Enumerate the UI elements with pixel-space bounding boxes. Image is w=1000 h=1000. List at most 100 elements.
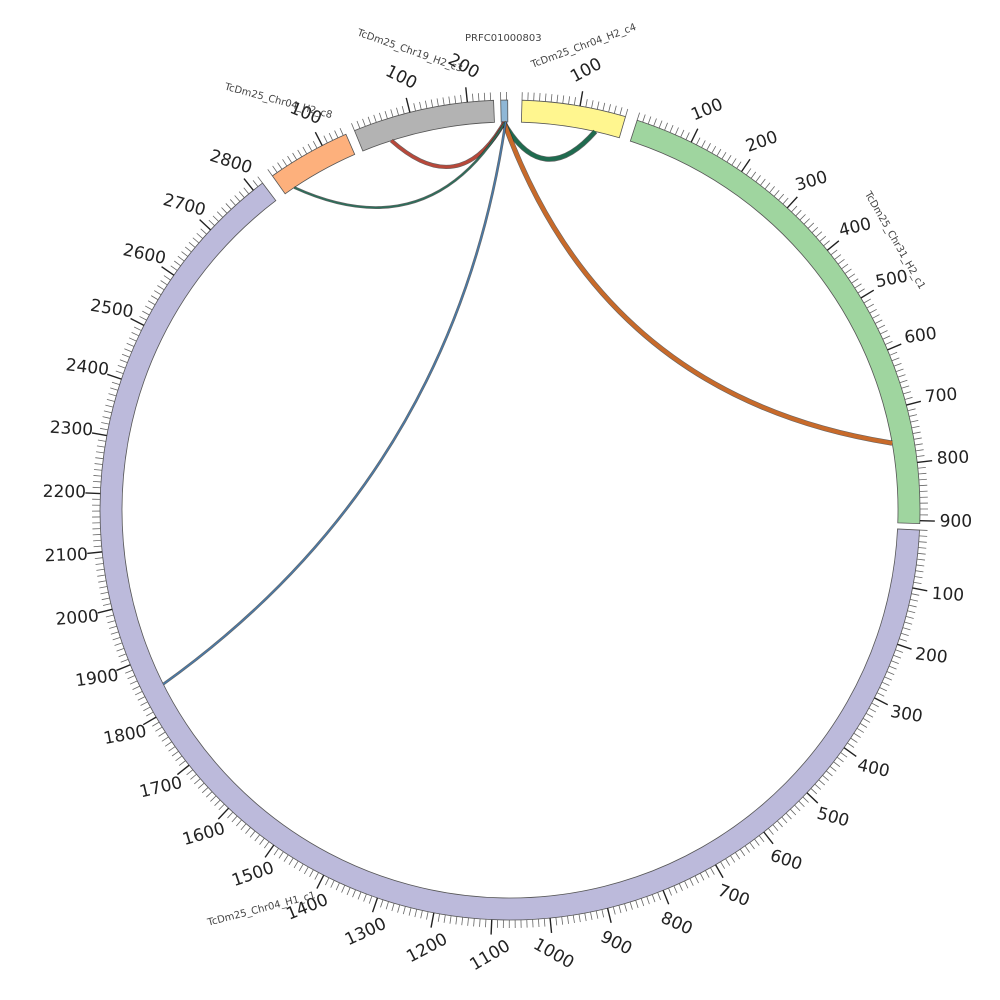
minor-tick bbox=[889, 351, 898, 356]
major-tick bbox=[405, 97, 411, 113]
minor-tick bbox=[791, 205, 798, 213]
minor-tick bbox=[834, 254, 842, 260]
minor-tick bbox=[668, 887, 672, 896]
major-tick bbox=[142, 716, 157, 726]
minor-tick bbox=[352, 889, 356, 898]
minor-tick bbox=[711, 145, 717, 154]
minor-tick bbox=[908, 604, 917, 608]
minor-tick bbox=[891, 357, 900, 362]
minor-tick bbox=[919, 535, 928, 537]
minor-tick bbox=[854, 283, 862, 289]
tick-label: 500 bbox=[815, 804, 852, 832]
minor-tick bbox=[96, 451, 105, 454]
minor-tick bbox=[225, 203, 232, 210]
minor-tick bbox=[96, 445, 105, 448]
minor-tick bbox=[158, 731, 166, 737]
minor-tick bbox=[624, 903, 628, 912]
minor-tick bbox=[837, 258, 845, 265]
minor-tick bbox=[591, 100, 594, 109]
minor-tick bbox=[249, 830, 256, 838]
minor-tick bbox=[98, 580, 107, 583]
minor-tick bbox=[212, 215, 219, 222]
minor-tick bbox=[646, 896, 650, 905]
minor-tick bbox=[918, 541, 927, 543]
minor-tick bbox=[874, 319, 883, 324]
minor-tick bbox=[227, 811, 234, 819]
tick-label: 800 bbox=[936, 448, 969, 469]
ideogram-c4 bbox=[520, 99, 627, 139]
major-tick bbox=[740, 158, 751, 173]
minor-tick bbox=[94, 557, 103, 560]
ideogram-c3 bbox=[353, 99, 495, 152]
minor-tick bbox=[297, 149, 303, 158]
major-tick bbox=[897, 643, 912, 650]
major-tick bbox=[243, 178, 254, 191]
tick-label: 300 bbox=[793, 167, 830, 195]
minor-tick bbox=[155, 726, 163, 732]
tick-label: 1000 bbox=[530, 934, 578, 973]
minor-tick bbox=[726, 155, 732, 163]
minor-tick bbox=[150, 295, 159, 301]
minor-tick bbox=[92, 480, 101, 483]
minor-tick bbox=[848, 273, 856, 279]
minor-tick bbox=[877, 324, 886, 330]
minor-tick bbox=[857, 288, 865, 294]
minor-tick bbox=[884, 340, 893, 345]
minor-tick bbox=[94, 463, 103, 465]
major-tick bbox=[371, 897, 379, 913]
major-tick bbox=[199, 219, 212, 231]
minor-tick bbox=[105, 614, 114, 618]
minor-tick bbox=[205, 791, 213, 798]
major-tick bbox=[860, 289, 875, 299]
major-tick bbox=[843, 747, 857, 757]
minor-tick bbox=[102, 416, 111, 419]
tick-label: 100 bbox=[567, 54, 605, 87]
major-tick bbox=[490, 919, 493, 935]
minor-tick bbox=[904, 621, 913, 625]
minor-tick bbox=[918, 547, 927, 549]
minor-tick bbox=[436, 98, 439, 107]
minor-tick bbox=[408, 907, 412, 916]
major-tick bbox=[826, 240, 840, 251]
minor-tick bbox=[914, 576, 923, 579]
minor-tick bbox=[819, 235, 827, 242]
minor-tick bbox=[234, 195, 241, 202]
minor-tick bbox=[862, 718, 871, 723]
minor-tick bbox=[147, 300, 156, 306]
minor-tick bbox=[351, 123, 355, 131]
minor-tick bbox=[754, 838, 760, 846]
minor-tick bbox=[254, 834, 260, 842]
minor-tick bbox=[126, 342, 135, 347]
minor-tick bbox=[121, 353, 130, 358]
minor-tick bbox=[330, 880, 335, 888]
minor-tick bbox=[736, 161, 742, 169]
minor-tick bbox=[701, 140, 706, 148]
minor-tick bbox=[880, 330, 888, 335]
minor-tick bbox=[802, 796, 809, 803]
major-tick bbox=[85, 492, 101, 495]
minor-tick bbox=[810, 788, 818, 795]
minor-tick bbox=[917, 467, 926, 469]
minor-tick bbox=[572, 915, 575, 924]
minor-tick bbox=[186, 769, 194, 776]
minor-tick bbox=[918, 478, 927, 481]
minor-tick bbox=[658, 120, 663, 129]
minor-tick bbox=[746, 168, 752, 176]
minor-tick bbox=[725, 858, 731, 866]
minor-tick bbox=[287, 155, 293, 164]
minor-tick bbox=[100, 591, 109, 595]
minor-tick bbox=[229, 199, 236, 206]
minor-tick bbox=[133, 326, 142, 331]
minor-tick bbox=[307, 143, 313, 152]
major-tick bbox=[116, 664, 131, 672]
minor-tick bbox=[909, 414, 918, 417]
minor-tick bbox=[567, 915, 569, 924]
minor-tick bbox=[833, 761, 841, 768]
tick-label: 1200 bbox=[403, 929, 451, 967]
minor-tick bbox=[257, 176, 263, 184]
tick-label: 2100 bbox=[44, 545, 88, 567]
minor-tick bbox=[836, 756, 844, 763]
minor-tick bbox=[106, 398, 115, 402]
minor-tick bbox=[127, 675, 136, 680]
minor-tick bbox=[673, 885, 678, 894]
